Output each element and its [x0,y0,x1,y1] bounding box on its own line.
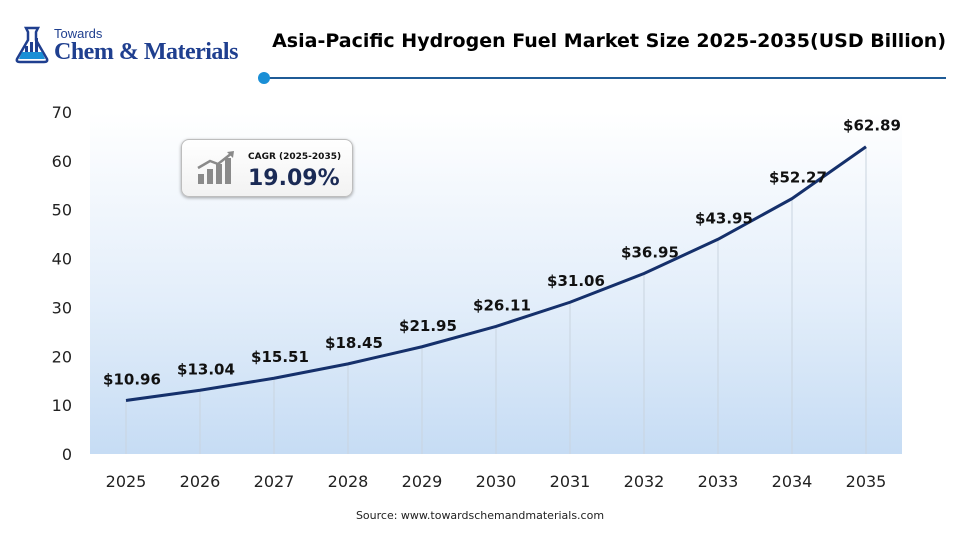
data-label: $26.11 [473,296,531,314]
logo-name: Chem & Materials [54,39,238,65]
y-tick-label: 20 [52,347,72,366]
y-tick-label: 0 [62,445,72,464]
cagr-label: CAGR (2025-2035) [248,152,342,162]
data-label: $36.95 [621,243,679,261]
x-tick-label: 2026 [180,472,221,491]
data-label: $21.95 [399,317,457,335]
data-label: $43.95 [695,209,753,227]
x-tick-label: 2025 [106,472,147,491]
data-label: $10.96 [103,370,161,388]
y-tick-label: 40 [52,250,72,269]
data-label: $62.89 [843,117,901,135]
logo-towards: Towards [54,26,103,41]
x-tick-label: 2035 [846,472,887,491]
y-tick-label: 50 [52,201,72,220]
x-tick-label: 2031 [550,472,591,491]
y-tick-label: 70 [52,103,72,122]
data-label: $31.06 [547,272,605,290]
y-axis: 0 10 20 30 40 50 60 70 [52,103,72,464]
y-tick-label: 30 [52,298,72,317]
x-tick-label: 2028 [328,472,369,491]
chart-title: Asia-Pacific Hydrogen Fuel Market Size 2… [272,30,946,52]
title-rule [262,77,946,79]
y-tick-label: 60 [52,152,72,171]
x-tick-label: 2032 [624,472,665,491]
data-label: $15.51 [251,348,309,366]
growth-chart-icon [197,151,234,184]
y-tick-label: 10 [52,396,72,415]
series-line [125,145,867,402]
data-labels: $10.96 $13.04 $15.51 $18.45 $21.95 $26.11 $31.… [103,117,901,389]
flask-icon [15,26,49,64]
gridlines [125,146,867,454]
title-rule-dot [258,72,270,84]
source-note: Source: www.towardschemandmaterials.com [355,509,605,522]
data-label: $13.04 [177,360,235,378]
x-tick-label: 2029 [402,472,443,491]
logo: Towards Chem & Materials [14,22,254,66]
cagr-box: CAGR (2025-2035) 19.09% [181,139,353,197]
x-axis: 2025 2026 2027 2028 2029 2030 2031 2032 2033 2034… [106,472,887,491]
series [125,145,867,402]
data-label: $52.27 [769,169,827,187]
x-tick-label: 2030 [476,472,517,491]
x-tick-label: 2033 [698,472,739,491]
x-tick-label: 2034 [772,472,813,491]
x-tick-label: 2027 [254,472,295,491]
cagr-value: 19.09% [248,166,340,191]
data-label: $18.45 [325,334,383,352]
